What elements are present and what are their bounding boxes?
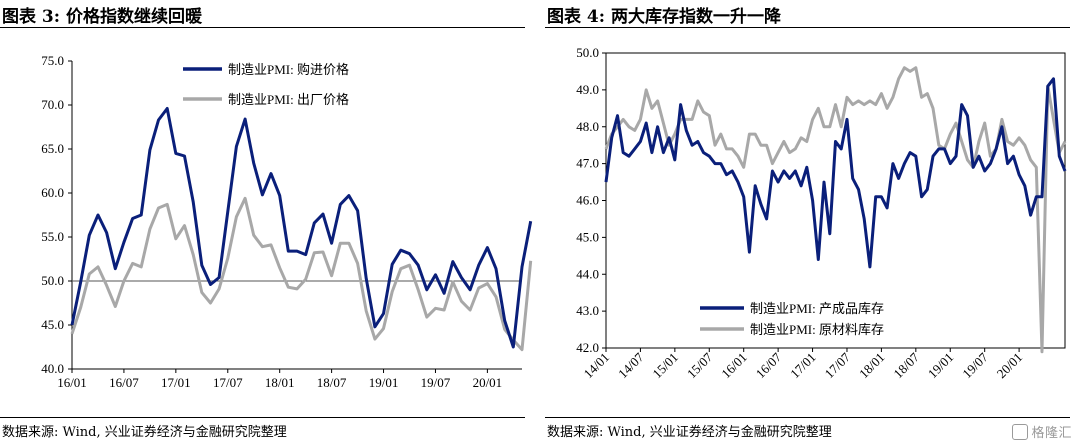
x-tick-label: 16/07 xyxy=(109,375,139,390)
source-rule xyxy=(545,417,1070,418)
watermark-text: 格隆汇 xyxy=(1031,426,1072,441)
chart-inventory-index: 42.0 43.0 44.0 45.0 46.0 47.0 48.0 49.0 50.0 14/0… xyxy=(576,45,1067,382)
figure-title: 图表 3: 价格指数继续回暖 xyxy=(2,7,202,27)
y-tick-label: 48.0 xyxy=(576,119,599,134)
y-tick-label: 65.0 xyxy=(41,141,64,156)
legend-label: 制造业PMI: 出厂价格 xyxy=(228,92,349,107)
x-tick-label: 17/01 xyxy=(787,350,819,382)
x-tick-label: 17/07 xyxy=(213,375,243,390)
series-line xyxy=(70,107,533,349)
x-tick-label: 16/07 xyxy=(753,349,785,381)
figure-title: 图表 4: 两大库存指数一升一降 xyxy=(547,7,781,27)
y-tick-label: 47.0 xyxy=(576,156,599,171)
y-tick-label: 46.0 xyxy=(576,193,599,208)
x-tick-label: 18/01 xyxy=(856,350,888,382)
y-tick-label: 60.0 xyxy=(41,185,64,200)
series-line xyxy=(70,196,533,352)
x-tick-label: 14/07 xyxy=(615,349,647,381)
x-tick-label: 20/01 xyxy=(994,350,1026,382)
x-tick-label: 19/01 xyxy=(925,350,957,382)
x-tick-label: 15/07 xyxy=(684,349,716,381)
x-tick-label: 16/01 xyxy=(57,375,87,390)
x-tick-label: 19/01 xyxy=(369,375,399,390)
watermark-logo-icon xyxy=(1012,424,1029,440)
legend-label: 制造业PMI: 产成品库存 xyxy=(750,301,884,316)
x-tick-label: 18/01 xyxy=(265,375,295,390)
y-tick-label: 75.0 xyxy=(41,53,64,68)
source-note: 数据来源: Wind, 兴业证券经济与金融研究院整理 xyxy=(547,425,832,440)
chart-panel-right: 图表 4: 两大库存指数一升一降 42.0 43.0 44.0 45.0 46.0 47.… xyxy=(545,0,1080,444)
x-tick-label: 17/01 xyxy=(161,375,191,390)
series-line xyxy=(604,77,1067,269)
y-tick-label: 50.0 xyxy=(576,45,599,60)
title-rule xyxy=(545,27,1070,28)
y-tick-label: 70.0 xyxy=(41,97,64,112)
x-tick-label: 19/07 xyxy=(421,375,451,390)
x-tick-label: 18/07 xyxy=(317,375,347,390)
source-note: 数据来源: Wind, 兴业证券经济与金融研究院整理 xyxy=(2,425,287,440)
x-tick-label: 20/01 xyxy=(473,375,503,390)
x-tick-label: 17/07 xyxy=(822,349,854,381)
chart-panel-left: 图表 3: 价格指数继续回暖 40.0 45.0 50.0 55.0 60.0 65.0 7… xyxy=(0,0,535,444)
y-tick-label: 40.0 xyxy=(41,361,64,376)
source-rule xyxy=(0,417,525,418)
watermark: 格隆汇 xyxy=(1012,422,1072,441)
y-tick-label: 45.0 xyxy=(41,317,64,332)
y-tick-label: 49.0 xyxy=(576,82,599,97)
x-tick-label: 15/01 xyxy=(649,350,681,382)
y-tick-label: 43.0 xyxy=(576,303,599,318)
legend-label: 制造业PMI: 原材料库存 xyxy=(750,322,884,337)
y-tick-label: 44.0 xyxy=(576,266,599,281)
y-tick-label: 42.0 xyxy=(576,340,599,355)
x-tick-label: 19/07 xyxy=(959,349,991,381)
y-tick-label: 50.0 xyxy=(41,273,64,288)
chart-price-index: 40.0 45.0 50.0 55.0 60.0 65.0 70.0 75.0 16/01 16/… xyxy=(41,53,533,390)
x-tick-label: 18/07 xyxy=(890,349,922,381)
y-tick-label: 55.0 xyxy=(41,229,64,244)
x-tick-label: 16/01 xyxy=(718,350,750,382)
y-tick-label: 45.0 xyxy=(576,229,599,244)
legend-label: 制造业PMI: 购进价格 xyxy=(228,62,349,77)
title-rule xyxy=(0,27,525,28)
